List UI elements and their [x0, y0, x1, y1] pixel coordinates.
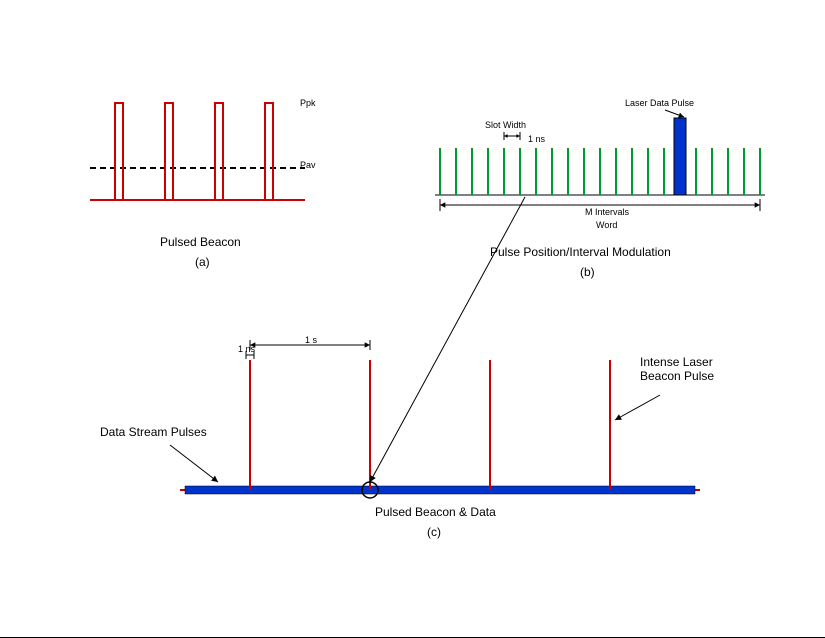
data-pulse-label: Laser Data Pulse — [625, 98, 694, 108]
ppk-label: Ppk — [300, 98, 316, 108]
panel-a-title: Pulsed Beacon — [160, 235, 241, 249]
one-ns-label: 1 ns — [238, 344, 255, 354]
pav-label: Pav — [300, 160, 316, 170]
data-stream-label: Data Stream Pulses — [100, 425, 207, 439]
beacon-label: Intense LaserBeacon Pulse — [640, 355, 714, 384]
panel-c-sub: (c) — [427, 525, 441, 539]
panel-a-sub: (a) — [195, 255, 210, 269]
one-s-label: 1 s — [305, 335, 317, 345]
word-label: Word — [596, 220, 617, 230]
slot-width-label: Slot Width — [485, 120, 526, 130]
slot-width-value: 1 ns — [528, 134, 545, 144]
panel-b-sub: (b) — [580, 265, 595, 279]
diagram-canvas: Ppk Pav Pulsed Beacon (a) Slot Width 1 n… — [0, 0, 825, 638]
panel-b-title: Pulse Position/Interval Modulation — [490, 245, 671, 259]
panel-c-title: Pulsed Beacon & Data — [375, 505, 496, 519]
diagram-svg — [0, 0, 825, 637]
intervals-label: M Intervals — [585, 207, 629, 217]
